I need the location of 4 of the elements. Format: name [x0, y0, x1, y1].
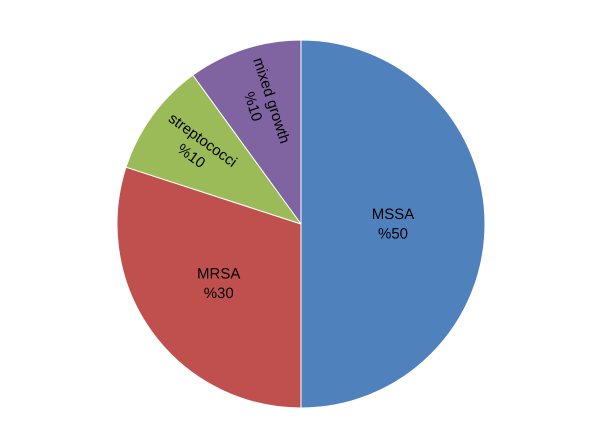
data-label: %30	[204, 285, 234, 302]
data-label: %50	[378, 225, 408, 242]
slice-label: MSSA	[372, 206, 414, 223]
slice-label: MRSA	[197, 266, 240, 283]
